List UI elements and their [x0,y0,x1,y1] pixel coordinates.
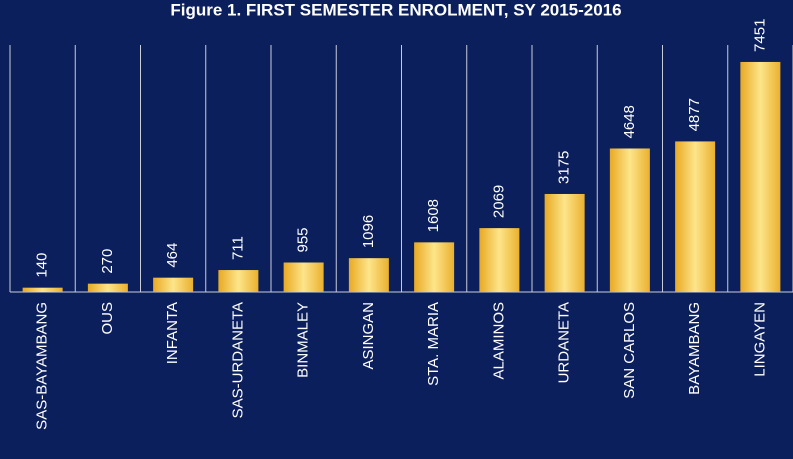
x-tick-label: LINGAYEN [751,302,768,377]
bar [153,277,194,292]
bar [22,287,63,292]
x-tick-label: SAS-BAYAMBANG [34,302,51,430]
value-label: 955 [295,227,312,252]
bar [87,283,128,292]
bar [544,193,585,292]
x-tick-label: URDANETA [556,302,573,383]
bar [218,270,259,292]
bar [283,262,324,292]
value-label: 140 [34,253,51,278]
x-tick-label: BINMALEY [295,302,312,378]
value-label: 1096 [360,215,377,248]
value-label: 1608 [425,199,442,232]
value-label: 7451 [751,19,768,52]
value-label: 4877 [686,98,703,131]
x-tick-label: STA. MARIA [425,302,442,386]
x-tick-label: SAS-URDANETA [229,302,246,418]
bar [675,141,716,292]
value-label: 3175 [556,151,573,184]
x-tick-label: ASINGAN [360,302,377,370]
x-tick-label: SAN CARLOS [621,302,638,399]
value-label: 711 [229,236,246,260]
bar [348,258,389,292]
bar [414,242,455,292]
value-label: 2069 [490,185,507,218]
x-tick-label: BAYAMBANG [686,302,703,395]
x-tick-label: OUS [99,302,116,335]
x-tick-label: INFANTA [164,302,181,364]
bar [740,61,781,292]
chart-title: Figure 1. FIRST SEMESTER ENROLMENT, SY 2… [170,0,621,19]
x-tick-label: ALAMINOS [490,302,507,380]
value-label: 464 [164,243,181,268]
value-label: 270 [99,249,116,274]
bar [479,228,520,292]
value-label: 4648 [621,105,638,138]
bar [609,148,650,292]
